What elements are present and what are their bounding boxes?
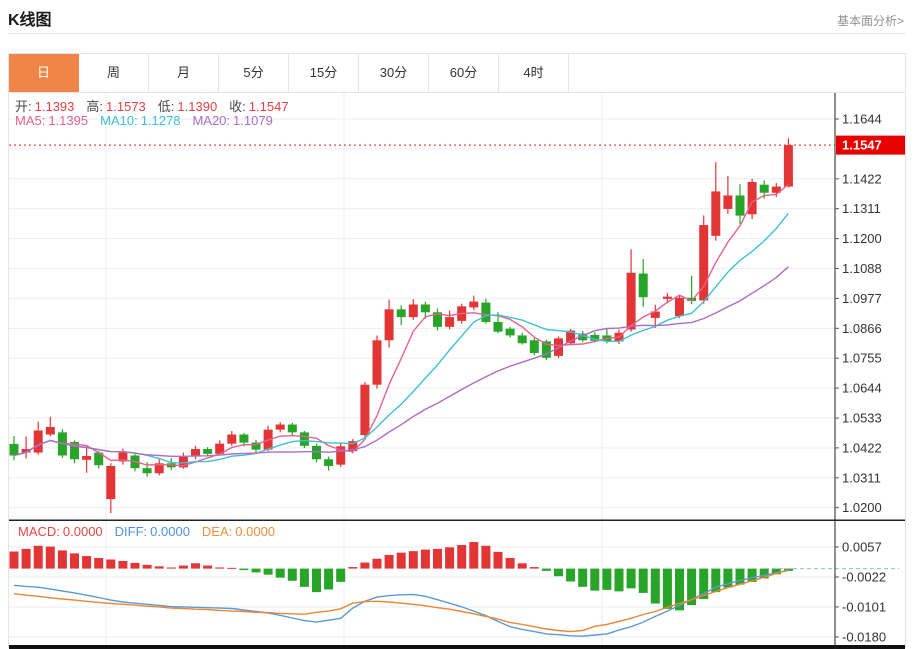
ohlc-低: 低: 1.1390 [157, 99, 218, 114]
svg-text:1.0755: 1.0755 [842, 351, 882, 366]
macd-DIFF: DIFF: 0.0000 [114, 524, 190, 539]
svg-text:1.0200: 1.0200 [842, 500, 882, 515]
header-divider [8, 33, 906, 34]
tab-bar: 日周月 5分 15分 30分 60分 4时 [9, 54, 905, 93]
fundamental-analysis-link[interactable]: 基本面分析> [836, 14, 904, 28]
svg-text:1.1422: 1.1422 [842, 171, 882, 186]
svg-text:1.1088: 1.1088 [842, 261, 882, 276]
svg-text:1.1644: 1.1644 [842, 112, 882, 127]
svg-text:1.0644: 1.0644 [842, 381, 882, 396]
svg-text:-0.0022: -0.0022 [842, 569, 886, 584]
svg-text:-0.0180: -0.0180 [842, 629, 886, 644]
tab-60分[interactable]: 60分 [429, 54, 499, 92]
ma-legend: MA5: 1.1395 MA10: 1.1278 MA20: 1.1079 [15, 113, 285, 128]
svg-text:1.0866: 1.0866 [842, 321, 882, 336]
tab-周[interactable]: 周 [79, 54, 149, 92]
ohlc-高: 高: 1.1573 [86, 99, 146, 114]
tab-15分[interactable]: 15分 [289, 54, 359, 92]
tab-日[interactable]: 日 [9, 54, 79, 92]
svg-text:1.0422: 1.0422 [842, 440, 882, 455]
kline-widget: 日周月 5分 15分 30分 60分 4时 1.1644 1.1422 1.1311 1.120… [8, 53, 906, 649]
macd-legend: MACD: 0.0000 DIFF: 0.0000 DEA: 0.0000 [18, 524, 287, 539]
svg-text:1.1547: 1.1547 [842, 138, 882, 153]
ma-MA20: MA20: 1.1079 [192, 113, 273, 128]
svg-text:1.0977: 1.0977 [842, 291, 882, 306]
tab-4时[interactable]: 4时 [499, 54, 569, 92]
macd-MACD: MACD: 0.0000 [18, 524, 103, 539]
tab-月[interactable]: 月 [149, 54, 219, 92]
svg-text:-0.0101: -0.0101 [842, 599, 886, 614]
macd-DEA: DEA: 0.0000 [201, 524, 276, 539]
svg-text:0.0057: 0.0057 [842, 539, 882, 554]
ohlc-收: 收: 1.1547 [229, 99, 289, 114]
svg-text:1.1311: 1.1311 [842, 201, 881, 216]
ma-MA5: MA5: 1.1395 [15, 113, 89, 128]
svg-text:1.0311: 1.0311 [842, 470, 881, 485]
page-title: K线图 [8, 12, 52, 29]
ohlc-legend: 开: 1.1393 高: 1.1573 低: 1.1390 收: 1.1547 [15, 96, 301, 115]
tab-5分[interactable]: 5分 [219, 54, 289, 92]
ma-MA10: MA10: 1.1278 [100, 113, 181, 128]
svg-text:1.0533: 1.0533 [842, 411, 882, 426]
ohlc-开: 开: 1.1393 [15, 99, 75, 114]
tab-30分[interactable]: 30分 [359, 54, 429, 92]
svg-text:1.1200: 1.1200 [842, 231, 882, 246]
chart-area: 1.1644 1.1422 1.1311 1.1200 1.1088 1.0977 1.08… [9, 93, 905, 649]
k-line-chart[interactable]: 1.1644 1.1422 1.1311 1.1200 1.1088 1.0977 1.08… [9, 93, 905, 649]
